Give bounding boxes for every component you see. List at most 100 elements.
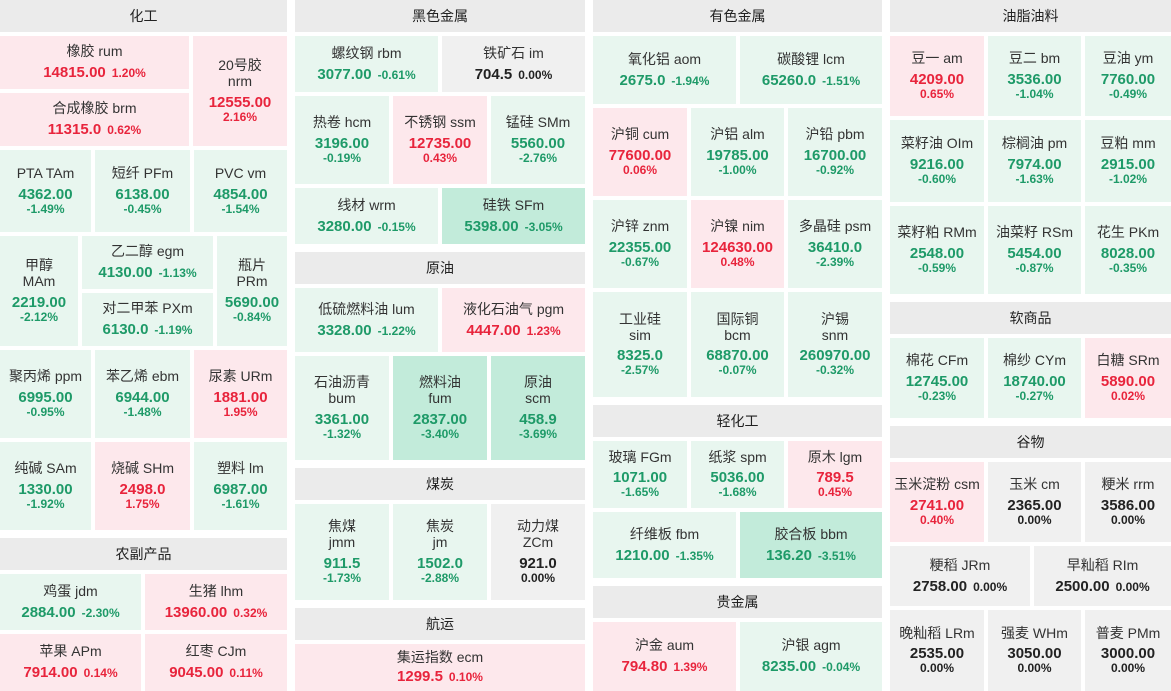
tile-ym[interactable]: 豆油 ym 7760.00 -0.49% xyxy=(1085,36,1171,116)
tile-name: 聚丙烯 ppm xyxy=(8,368,83,385)
tile-price: 7974.00 xyxy=(1007,155,1062,173)
tile-change: -1.61% xyxy=(221,496,260,511)
tile-cym[interactable]: 棉纱 CYm 18740.00 -0.27% xyxy=(988,338,1081,418)
tile-csm[interactable]: 玉米淀粉 csm 2741.00 0.40% xyxy=(890,462,984,542)
tile-price: 704.5 xyxy=(474,65,513,83)
tile-lm[interactable]: 塑料 lm 6987.00 -1.61% xyxy=(194,442,287,530)
tile-ssm[interactable]: 不锈钢 ssm 12735.00 0.43% xyxy=(393,96,487,184)
tile-fgm[interactable]: 玻璃 FGm 1071.00 -1.65% xyxy=(593,441,687,508)
tile-cum[interactable]: 沪铜 cum 77600.00 0.06% xyxy=(593,108,687,196)
tile-shm[interactable]: 烧碱 SHm 2498.0 1.75% xyxy=(95,442,190,530)
tile-cfm[interactable]: 棉花 CFm 12745.00 -0.23% xyxy=(890,338,984,418)
tile-price: 1330.00 xyxy=(18,480,73,498)
tile-price: 921.0 xyxy=(519,554,557,572)
tile-im[interactable]: 铁矿石 im 704.5 0.00% xyxy=(442,36,585,92)
tile-jdm[interactable]: 鸡蛋 jdm 2884.00 -2.30% xyxy=(0,574,141,630)
tile-lhm[interactable]: 生猪 lhm 13960.00 0.32% xyxy=(145,574,287,630)
tile-jm[interactable]: 焦炭 jm 1502.0 -2.88% xyxy=(393,504,487,600)
tile-ppm[interactable]: 聚丙烯 ppm 6995.00 -0.95% xyxy=(0,350,91,438)
tile-aom[interactable]: 氧化铝 aom 2675.0 -1.94% xyxy=(593,36,736,104)
tile-price: 2915.00 xyxy=(1100,155,1156,173)
tile-name: 粳米 rrm xyxy=(1101,476,1155,493)
tile-price: 1881.00 xyxy=(213,388,268,406)
tile-sfm[interactable]: 硅铁 SFm 5398.00 -3.05% xyxy=(442,188,585,244)
tile-name: 国际铜 bcm xyxy=(716,310,759,343)
tile-rbm[interactable]: 螺纹钢 rbm 3077.00 -0.61% xyxy=(295,36,438,92)
tile-name: 碳酸锂 lcm xyxy=(777,50,845,67)
tile-fbm[interactable]: 纤维板 fbm 1210.00 -1.35% xyxy=(593,512,736,578)
tile-psm[interactable]: 多晶硅 psm 36410.0 -2.39% xyxy=(788,200,882,288)
tile-change: 0.00% xyxy=(1115,579,1150,594)
tile-bum[interactable]: 石油沥青 bum 3361.00 -1.32% xyxy=(295,356,389,460)
tile-pm[interactable]: 棕榈油 pm 7974.00 -1.63% xyxy=(988,120,1081,202)
tile-egm[interactable]: 乙二醇 egm 4130.00 -1.13% xyxy=(82,236,213,289)
tile-snm[interactable]: 沪锡 snm 260970.00 -0.32% xyxy=(788,292,882,397)
tile-znm[interactable]: 沪锌 znm 22355.00 -0.67% xyxy=(593,200,687,288)
tile-smm[interactable]: 锰硅 SMm 5560.00 -2.76% xyxy=(491,96,585,184)
tile-oim[interactable]: 菜籽油 OIm 9216.00 -0.60% xyxy=(890,120,984,202)
tile-wrm[interactable]: 线材 wrm 3280.00 -0.15% xyxy=(295,188,438,244)
tile-brm[interactable]: 合成橡胶 brm 11315.0 0.62% xyxy=(0,93,189,146)
tile-rim[interactable]: 早籼稻 RIm 2500.00 0.00% xyxy=(1034,546,1171,606)
tile-bm[interactable]: 豆二 bm 3536.00 -1.04% xyxy=(988,36,1081,116)
tile-lum[interactable]: 低硫燃料油 lum 3328.00 -1.22% xyxy=(295,288,438,352)
tile-change: -2.88% xyxy=(420,570,459,585)
tile-mam[interactable]: 甲醇 MAm 2219.00 -2.12% xyxy=(0,236,78,346)
tile-bbm[interactable]: 胶合板 bbm 136.20 -3.51% xyxy=(740,512,882,578)
tile-name: 菜籽粕 RMm xyxy=(897,224,977,241)
section-header-youzhi: 油脂油料 xyxy=(890,0,1171,32)
section-title: 谷物 xyxy=(1016,434,1045,450)
tile-zcm[interactable]: 动力煤 ZCm 921.0 0.00% xyxy=(491,504,585,600)
tile-bcm[interactable]: 国际铜 bcm 68870.00 -0.07% xyxy=(691,292,784,397)
tile-am[interactable]: 豆一 am 4209.00 0.65% xyxy=(890,36,984,116)
tile-aum[interactable]: 沪金 aum 794.80 1.39% xyxy=(593,622,736,691)
tile-rum[interactable]: 橡胶 rum 14815.00 1.20% xyxy=(0,36,189,89)
tile-apm[interactable]: 苹果 APm 7914.00 0.14% xyxy=(0,634,141,691)
tile-price: 5890.00 xyxy=(1100,372,1156,390)
tile-rrm[interactable]: 粳米 rrm 3586.00 0.00% xyxy=(1085,462,1171,542)
tile-name: 烧碱 SHm xyxy=(111,460,174,477)
tile-urm[interactable]: 尿素 URm 1881.00 1.95% xyxy=(194,350,287,438)
tile-jrm[interactable]: 粳稻 JRm 2758.00 0.00% xyxy=(890,546,1030,606)
tile-spm[interactable]: 纸浆 spm 5036.00 -1.68% xyxy=(691,441,784,508)
tile-price: 18740.00 xyxy=(1003,372,1066,390)
tile-sam[interactable]: 纯碱 SAm 1330.00 -1.92% xyxy=(0,442,91,530)
tile-sim[interactable]: 工业硅 sim 8325.0 -2.57% xyxy=(593,292,687,397)
tile-cm[interactable]: 玉米 cm 2365.00 0.00% xyxy=(988,462,1081,542)
tile-prm[interactable]: 瓶片 PRm 5690.00 -0.84% xyxy=(217,236,287,346)
tile-hcm[interactable]: 热卷 hcm 3196.00 -0.19% xyxy=(295,96,389,184)
tile-nrm[interactable]: 20号胶 nrm 12555.00 2.16% xyxy=(193,36,287,146)
tile-agm[interactable]: 沪银 agm 8235.00 -0.04% xyxy=(740,622,882,691)
tile-name: 瓶片 PRm xyxy=(236,257,268,290)
tile-ecm[interactable]: 集运指数 ecm 1299.5 0.10% xyxy=(295,644,585,691)
tile-jmm[interactable]: 焦煤 jmm 911.5 -1.73% xyxy=(295,504,389,600)
tile-lrm[interactable]: 晚籼稻 LRm 2535.00 0.00% xyxy=(890,610,984,691)
tile-rmm[interactable]: 菜籽粕 RMm 2548.00 -0.59% xyxy=(890,206,984,294)
tile-pfm[interactable]: 短纤 PFm 6138.00 -0.45% xyxy=(95,150,190,232)
tile-pgm[interactable]: 液化石油气 pgm 4447.00 1.23% xyxy=(442,288,585,352)
tile-scm[interactable]: 原油 scm 458.9 -3.69% xyxy=(491,356,585,460)
tile-lgm[interactable]: 原木 lgm 789.5 0.45% xyxy=(788,441,882,508)
tile-whm[interactable]: 强麦 WHm 3050.00 0.00% xyxy=(988,610,1081,691)
tile-vm[interactable]: PVC vm 4854.00 -1.54% xyxy=(194,150,287,232)
tile-alm[interactable]: 沪铝 alm 19785.00 -1.00% xyxy=(691,108,784,196)
tile-name: 橡胶 rum xyxy=(66,43,123,60)
tile-pbm[interactable]: 沪铅 pbm 16700.00 -0.92% xyxy=(788,108,882,196)
tile-pxm[interactable]: 对二甲苯 PXm 6130.0 -1.19% xyxy=(82,293,213,346)
tile-pmm[interactable]: 普麦 PMm 3000.00 0.00% xyxy=(1085,610,1171,691)
tile-change: -0.04% xyxy=(822,660,861,675)
tile-cjm[interactable]: 红枣 CJm 9045.00 0.11% xyxy=(145,634,287,691)
tile-price: 19785.00 xyxy=(706,146,769,164)
tile-srm[interactable]: 白糖 SRm 5890.00 0.02% xyxy=(1085,338,1171,418)
tile-lcm[interactable]: 碳酸锂 lcm 65260.0 -1.51% xyxy=(740,36,882,104)
tile-fum[interactable]: 燃料油 fum 2837.00 -3.40% xyxy=(393,356,487,460)
tile-name: 普麦 PMm xyxy=(1095,624,1161,641)
tile-name: 尿素 URm xyxy=(208,368,273,385)
tile-tam[interactable]: PTA TAm 4362.00 -1.49% xyxy=(0,150,91,232)
tile-nim[interactable]: 沪镍 nim 124630.00 0.48% xyxy=(691,200,784,288)
tile-ebm[interactable]: 苯乙烯 ebm 6944.00 -1.48% xyxy=(95,350,190,438)
tile-pkm[interactable]: 花生 PKm 8028.00 -0.35% xyxy=(1085,206,1171,294)
tile-mm[interactable]: 豆粕 mm 2915.00 -1.02% xyxy=(1085,120,1171,202)
tile-rsm[interactable]: 油菜籽 RSm 5454.00 -0.87% xyxy=(988,206,1081,294)
tile-change: 0.10% xyxy=(448,670,483,685)
